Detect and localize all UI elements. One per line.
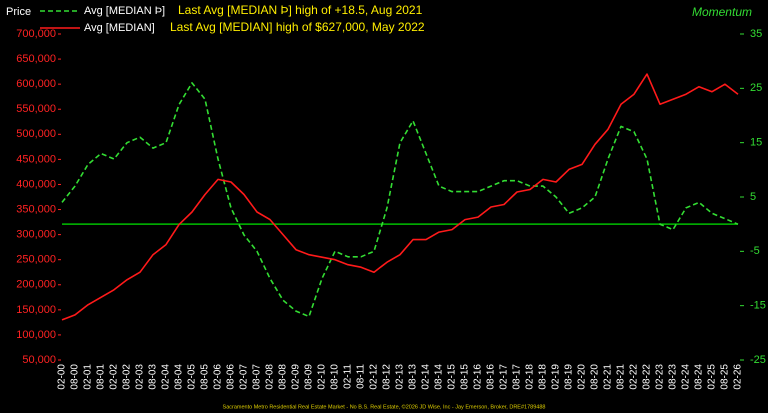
x-tick-label: 02-01: [83, 364, 94, 390]
y-tick-label: 150,000: [16, 304, 56, 316]
x-tick-label: 02-02: [109, 364, 120, 390]
x-tick-label: 02-18: [525, 364, 536, 390]
y-tick-label: 500,000: [16, 128, 56, 140]
x-tick-label: 02-19: [551, 364, 562, 390]
x-tick-label: 02-22: [629, 364, 640, 390]
y-tick-label: 100,000: [16, 329, 56, 341]
x-tick-label: 08-06: [226, 364, 237, 390]
y-axis-label: Price: [6, 6, 31, 18]
x-tick-label: 02-15: [447, 364, 458, 390]
x-tick-label: 08-09: [304, 364, 315, 390]
x-tick-label: 02-23: [655, 364, 666, 390]
x-tick-label: 02-03: [135, 364, 146, 390]
x-tick-label: 02-06: [213, 364, 224, 390]
x-tick-label: 08-21: [616, 364, 627, 390]
y-tick-label: 450,000: [16, 153, 56, 165]
x-tick-label: 08-23: [668, 364, 679, 390]
series-line: [61, 73, 739, 321]
x-tick-label: 08-03: [148, 364, 159, 390]
y-tick-label: 550,000: [16, 103, 56, 115]
x-tick-label: 08-00: [70, 364, 81, 390]
x-tick-label: 02-05: [187, 364, 198, 390]
x-tick-label: 02-08: [265, 364, 276, 390]
x-tick-label: 08-13: [408, 364, 419, 390]
y-tick-label: 350,000: [16, 203, 56, 215]
x-tick-label: 02-09: [291, 364, 302, 390]
x-tick-label: 08-24: [694, 364, 705, 390]
y2-tick-label: -5: [750, 245, 760, 257]
x-tick-label: 08-19: [564, 364, 575, 390]
x-tick-label: 02-04: [161, 364, 172, 390]
x-tick-label: 02-00: [57, 364, 68, 390]
x-tick-label: 02-24: [681, 364, 692, 390]
x-tick-label: 02-10: [317, 364, 328, 390]
x-tick-label: 02-20: [577, 364, 588, 390]
y-tick-label: 250,000: [16, 254, 56, 266]
legend-label: Avg [MEDIAN Þ]: [84, 5, 165, 17]
x-tick-label: 08-02: [122, 364, 133, 390]
annotation: Last Avg [MEDIAN Þ] high of +18.5, Aug 2…: [178, 3, 423, 17]
x-tick-label: 02-26: [733, 364, 744, 390]
x-tick-label: 08-01: [96, 364, 107, 390]
x-tick-label: 08-20: [590, 364, 601, 390]
y2-tick-label: 35: [750, 28, 762, 40]
x-tick-label: 02-13: [395, 364, 406, 390]
series-line: [61, 82, 739, 318]
x-tick-label: 02-12: [369, 364, 380, 390]
x-tick-label: 02-21: [603, 364, 614, 390]
x-tick-label: 08-05: [200, 364, 211, 390]
legend-label: Avg [MEDIAN]: [84, 22, 155, 34]
footer: Sacramento Metro Residential Real Estate…: [223, 403, 546, 410]
y2-tick-label: 5: [750, 191, 756, 203]
x-tick-label: 08-11: [356, 364, 367, 389]
x-tick-label: 02-14: [421, 364, 432, 390]
annotation: Last Avg [MEDIAN] high of $627,000, May …: [170, 20, 425, 34]
x-tick-label: 08-25: [720, 364, 731, 390]
x-tick-label: 02-25: [707, 364, 718, 390]
x-tick-label: 02-11: [343, 364, 354, 389]
y2-axis-label: Momentum: [692, 5, 752, 19]
x-tick-label: 02-16: [473, 364, 484, 390]
y2-tick-label: -25: [750, 354, 766, 366]
x-tick-label: 08-14: [434, 364, 445, 390]
y-tick-label: 400,000: [16, 178, 56, 190]
x-tick-label: 08-07: [252, 364, 263, 390]
y2-tick-label: -15: [750, 300, 766, 312]
y-tick-label: 650,000: [16, 53, 56, 65]
y-tick-label: 300,000: [16, 229, 56, 241]
y2-tick-label: 15: [750, 137, 762, 149]
x-tick-label: 08-15: [460, 364, 471, 390]
y2-tick-label: 25: [750, 82, 762, 94]
y-tick-label: 700,000: [16, 28, 56, 40]
y-tick-label: 600,000: [16, 78, 56, 90]
y-tick-label: 200,000: [16, 279, 56, 291]
y-tick-label: 50,000: [22, 354, 56, 366]
x-tick-label: 02-07: [239, 364, 250, 390]
x-tick-label: 08-12: [382, 364, 393, 390]
x-tick-label: 08-18: [538, 364, 549, 390]
x-tick-label: 02-17: [499, 364, 510, 390]
x-tick-label: 08-10: [330, 364, 341, 390]
x-tick-label: 08-08: [278, 364, 289, 390]
x-tick-label: 08-22: [642, 364, 653, 390]
x-tick-label: 08-16: [486, 364, 497, 390]
x-tick-label: 08-17: [512, 364, 523, 390]
x-tick-label: 08-04: [174, 364, 185, 390]
